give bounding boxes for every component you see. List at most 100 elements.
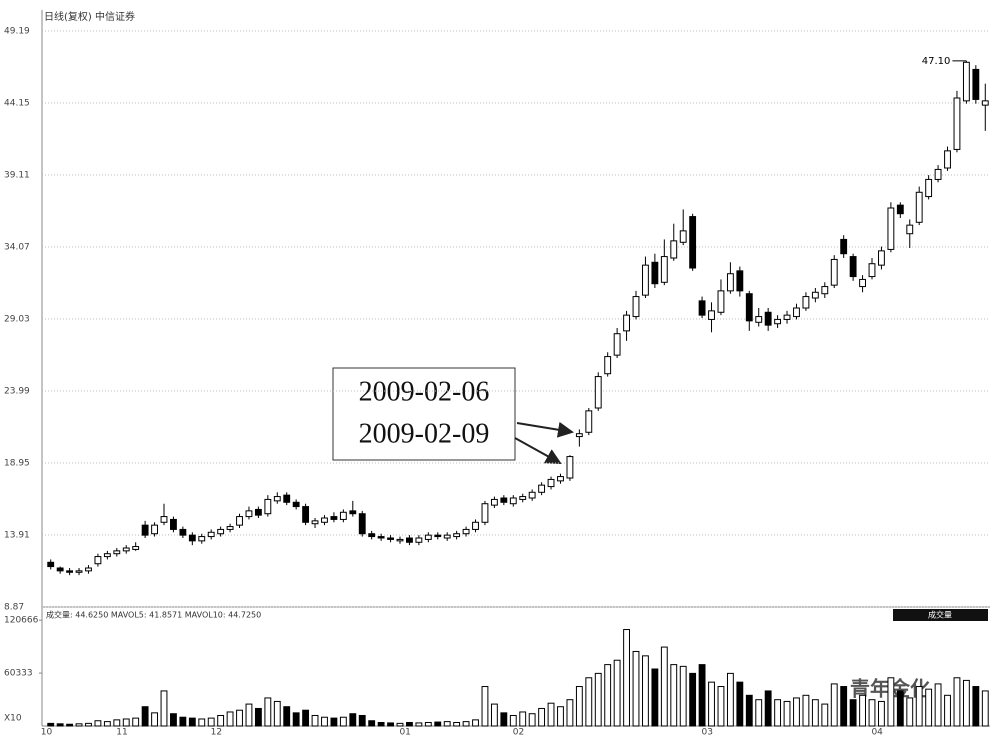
volume-bar <box>962 679 970 727</box>
volume-bar <box>981 690 989 727</box>
volume-bar <box>481 686 489 727</box>
volume-bar <box>490 703 498 727</box>
volume-bar <box>66 723 74 727</box>
candle-body <box>755 316 763 323</box>
candle-body <box>547 478 555 488</box>
volume-bar <box>651 668 659 727</box>
candle-body <box>179 528 187 536</box>
candle-body <box>349 510 357 515</box>
candle-body <box>623 314 630 332</box>
volume-bar <box>925 688 933 727</box>
candle-body <box>170 518 177 530</box>
volume-bar <box>472 719 479 727</box>
volume-bar <box>245 703 253 727</box>
callout-box <box>332 367 516 461</box>
candle-body <box>575 433 583 438</box>
candle-body <box>726 273 734 292</box>
volume-bar <box>311 714 319 727</box>
candle-body <box>226 526 234 530</box>
candle-body <box>934 168 942 180</box>
volume-bar <box>434 721 442 727</box>
volume-bar <box>321 716 328 727</box>
volume-bar <box>330 717 338 727</box>
candle-body <box>66 570 74 573</box>
volume-bar <box>103 721 111 727</box>
candle-body <box>500 497 508 503</box>
candle-body <box>953 97 961 150</box>
volume-bar <box>745 694 753 727</box>
volume-bar <box>604 664 612 727</box>
candle-body <box>717 290 725 313</box>
candle-body <box>557 476 564 482</box>
volume-bar <box>188 717 196 727</box>
volume-bar <box>113 719 121 727</box>
candle-body <box>962 61 970 102</box>
y-tick-label: 8.87 <box>4 603 24 613</box>
candle-body <box>594 376 602 409</box>
volume-bar <box>538 707 546 727</box>
candle-body <box>406 537 413 543</box>
volume-bar <box>840 686 848 727</box>
volume-bar <box>85 722 92 727</box>
candle-body <box>387 537 394 540</box>
volume-bar <box>811 699 819 727</box>
volume-bar <box>896 690 904 727</box>
candle-body <box>490 498 498 506</box>
candle-body <box>368 533 376 538</box>
candle-body <box>424 534 432 540</box>
x-tick-label: 04 <box>871 728 883 736</box>
volume-bar <box>170 713 177 727</box>
candle-body <box>47 561 55 568</box>
volume-bar <box>415 722 423 727</box>
candle-body <box>283 494 291 503</box>
volume-bar <box>887 677 895 727</box>
volume-bar <box>424 721 432 727</box>
volume-bar <box>689 672 697 727</box>
candle-body <box>708 310 715 320</box>
volume-bar <box>660 646 668 727</box>
volume-bar <box>755 699 763 727</box>
y-tick-label: 23.99 <box>4 387 30 397</box>
volume-bar <box>670 664 678 727</box>
candle-body <box>566 456 574 479</box>
callout-date: 2009-02-09 <box>359 418 490 449</box>
volume-bar <box>217 714 225 727</box>
volume-bar <box>141 706 149 727</box>
candle-body <box>736 270 744 292</box>
volume-bar <box>198 718 206 727</box>
candle-body <box>774 318 782 325</box>
y-tick-label: 34.07 <box>4 243 30 253</box>
volume-bar <box>726 672 734 727</box>
volume-bar <box>547 702 555 727</box>
volume-bar <box>944 694 951 727</box>
candle-body <box>292 501 300 508</box>
volume-bar <box>94 720 102 727</box>
volume-bar <box>906 697 914 727</box>
volume-bar <box>47 722 55 727</box>
candle-body <box>198 536 206 542</box>
volume-bar <box>557 706 564 727</box>
volume-bar <box>594 672 602 727</box>
volume-bar <box>160 690 168 727</box>
volume-bar <box>623 629 630 727</box>
volume-bar <box>953 677 961 727</box>
candle-body <box>698 300 706 316</box>
y-tick-label: 18.95 <box>4 459 30 469</box>
candle-body <box>972 68 980 100</box>
volume-bar <box>830 683 838 727</box>
volume-bar <box>528 713 536 727</box>
volume-bar <box>179 716 187 727</box>
volume-bar <box>75 723 83 727</box>
volume-bar <box>575 686 583 727</box>
candle-body <box>132 546 140 550</box>
candle-body <box>122 547 130 552</box>
candle-body <box>925 178 933 198</box>
volume-bar <box>358 714 366 727</box>
volume-title: 成交量: 44.6250 MAVOL5: 41.8571 MAVOL10: 44… <box>46 610 261 620</box>
candle-body <box>745 293 753 322</box>
volume-bar <box>349 713 357 727</box>
candle-body <box>519 496 527 500</box>
volume-bar <box>821 703 829 727</box>
volume-bar <box>462 721 470 727</box>
